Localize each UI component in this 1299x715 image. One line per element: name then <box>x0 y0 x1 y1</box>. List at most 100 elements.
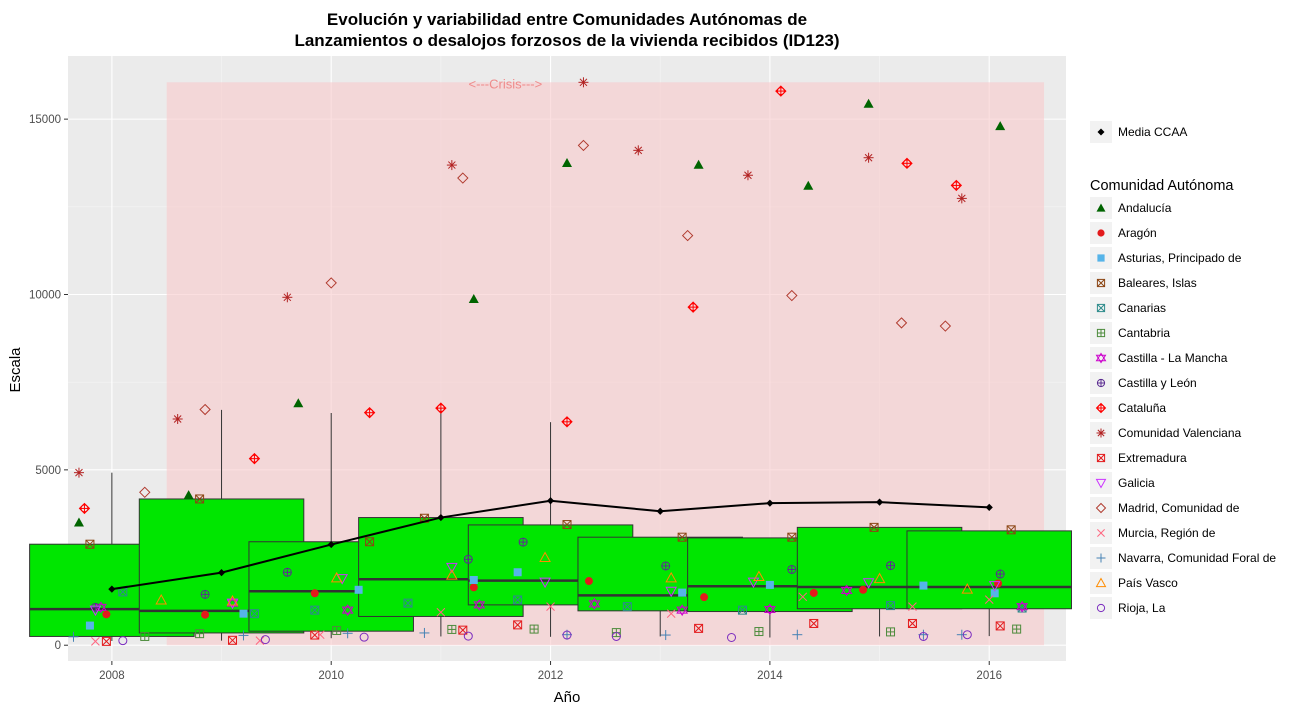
data-point <box>546 602 555 611</box>
data-point <box>255 636 265 646</box>
series-Cataluña <box>78 85 963 515</box>
data-point <box>775 85 787 97</box>
data-point <box>310 589 319 598</box>
data-point <box>539 551 551 563</box>
data-point <box>961 583 974 594</box>
data-point <box>584 577 593 586</box>
data-point <box>678 588 687 597</box>
legend-key-bg <box>1090 497 1112 519</box>
data-point <box>787 564 797 574</box>
legend-marker <box>1097 254 1105 262</box>
data-point <box>436 607 446 617</box>
data-point <box>665 571 678 583</box>
data-point <box>201 610 210 619</box>
y-tick-label: 5000 <box>35 465 61 477</box>
legend-marker <box>1095 478 1107 489</box>
data-point <box>700 593 709 602</box>
legend-mean-marker <box>1097 128 1105 136</box>
mean-point <box>437 513 445 522</box>
data-point <box>803 180 814 190</box>
data-point <box>633 145 644 156</box>
data-point <box>687 301 699 313</box>
data-point <box>140 631 150 641</box>
legend-key-bg <box>1090 597 1112 619</box>
series-Asturias, Principado de <box>85 568 999 630</box>
data-point <box>956 193 967 204</box>
data-point <box>248 452 261 465</box>
mean-point <box>327 540 335 549</box>
legend-item-label: Galicia <box>1118 476 1155 490</box>
data-point <box>873 572 886 584</box>
data-point <box>195 494 205 504</box>
data-point <box>622 602 632 612</box>
data-point <box>742 170 753 181</box>
data-point <box>562 630 572 640</box>
data-point <box>68 631 79 642</box>
data-point <box>863 152 874 163</box>
legend-marker <box>1096 328 1106 338</box>
data-point <box>249 609 259 619</box>
data-point <box>365 537 375 547</box>
data-point <box>918 631 928 641</box>
data-point <box>763 603 776 616</box>
data-point <box>445 569 458 580</box>
data-point <box>786 289 798 302</box>
legend-marker <box>1095 402 1107 414</box>
series-Extremadura <box>101 618 1005 646</box>
data-point <box>200 589 210 599</box>
data-point <box>330 571 343 583</box>
legend-item-label: Murcia, Región de <box>1118 526 1216 540</box>
legend-key-bg <box>1090 572 1112 594</box>
legend-item-media: Media CCAA <box>1118 125 1187 139</box>
legend-item-label: Comunidad Valenciana <box>1118 426 1242 440</box>
series-Aragón <box>102 577 1003 619</box>
data-point <box>661 561 671 571</box>
x-tick-label: 2008 <box>99 670 125 682</box>
y-tick-label: 10000 <box>29 289 61 301</box>
data-point <box>85 539 95 549</box>
data-point <box>1006 525 1016 535</box>
data-point <box>293 398 304 408</box>
chart-subtitle: Lanzamientos o desalojos forzosos de la … <box>294 31 839 50</box>
data-point <box>457 172 469 184</box>
data-point <box>939 320 952 332</box>
data-point <box>403 598 413 608</box>
data-point <box>89 605 102 617</box>
x-tick-label: 2012 <box>538 670 564 682</box>
data-point <box>155 593 168 605</box>
legend-item-label: Asturias, Principado de <box>1118 251 1242 265</box>
legend-marker <box>1096 278 1106 288</box>
legend-item-label: Madrid, Comunidad de <box>1118 501 1240 515</box>
data-point <box>809 618 819 628</box>
data-point <box>78 502 91 515</box>
data-point <box>907 618 917 628</box>
data-point <box>693 159 704 169</box>
data-point <box>578 77 589 88</box>
x-tick-label: 2014 <box>757 670 783 682</box>
data-point <box>363 406 376 419</box>
data-point <box>238 630 249 641</box>
x-tick-label: 2016 <box>976 670 1002 682</box>
data-point <box>988 581 1001 592</box>
legend-item-label: Cantabria <box>1118 326 1170 340</box>
data-point <box>102 610 111 619</box>
series-Rioja, La <box>118 630 972 646</box>
data-point <box>1012 624 1022 634</box>
data-point <box>539 577 551 589</box>
chart-title: Evolución y variabilidad entre Comunidad… <box>327 10 807 29</box>
data-point <box>995 121 1006 131</box>
data-point <box>228 635 238 645</box>
legend-marker <box>1096 603 1106 613</box>
legend-item-label: Rioja, La <box>1118 601 1166 615</box>
legend-item-label: Cataluña <box>1118 401 1166 415</box>
series-País Vasco <box>155 551 974 606</box>
data-point <box>990 589 999 598</box>
series-Murcia, Región de <box>91 592 994 646</box>
data-point <box>753 570 765 581</box>
data-point <box>239 609 248 618</box>
legend-marker <box>1096 428 1106 438</box>
series-Andalucía <box>73 98 1006 527</box>
data-point <box>962 630 972 640</box>
data-point <box>694 623 704 633</box>
